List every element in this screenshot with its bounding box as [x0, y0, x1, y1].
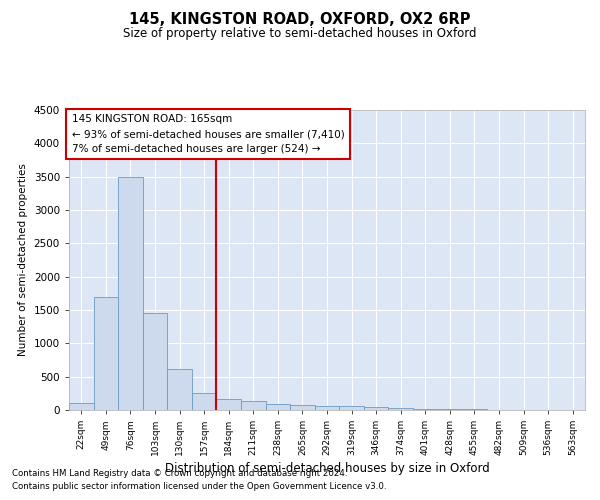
- Y-axis label: Number of semi-detached properties: Number of semi-detached properties: [18, 164, 28, 356]
- Text: Contains HM Land Registry data © Crown copyright and database right 2024.: Contains HM Land Registry data © Crown c…: [12, 468, 347, 477]
- Bar: [118, 176, 143, 410]
- Bar: [241, 400, 266, 410]
- Bar: [217, 398, 241, 410]
- Bar: [388, 408, 413, 410]
- X-axis label: Distribution of semi-detached houses by size in Oxford: Distribution of semi-detached houses by …: [164, 462, 490, 475]
- Text: Contains public sector information licensed under the Open Government Licence v3: Contains public sector information licen…: [12, 482, 386, 491]
- Bar: [290, 406, 315, 410]
- Bar: [364, 408, 388, 410]
- Bar: [266, 404, 290, 410]
- Bar: [69, 404, 94, 410]
- Bar: [413, 408, 437, 410]
- Text: 145 KINGSTON ROAD: 165sqm
← 93% of semi-detached houses are smaller (7,410)
7% o: 145 KINGSTON ROAD: 165sqm ← 93% of semi-…: [71, 114, 344, 154]
- Bar: [192, 394, 217, 410]
- Text: 145, KINGSTON ROAD, OXFORD, OX2 6RP: 145, KINGSTON ROAD, OXFORD, OX2 6RP: [129, 12, 471, 28]
- Text: Size of property relative to semi-detached houses in Oxford: Size of property relative to semi-detach…: [123, 28, 477, 40]
- Bar: [437, 409, 462, 410]
- Bar: [339, 406, 364, 410]
- Bar: [167, 368, 192, 410]
- Bar: [94, 296, 118, 410]
- Bar: [143, 314, 167, 410]
- Bar: [315, 406, 339, 410]
